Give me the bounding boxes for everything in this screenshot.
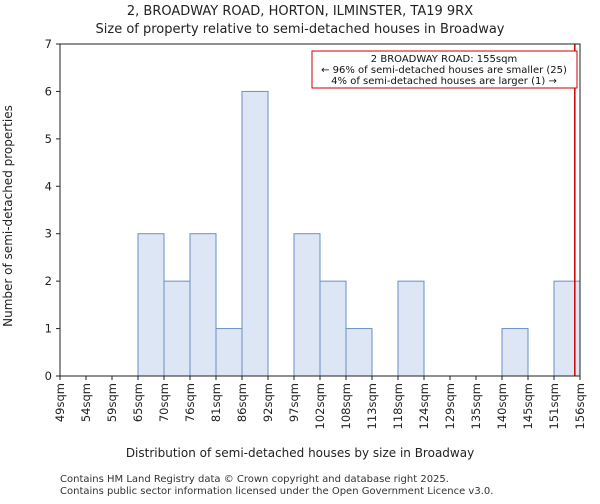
bar-65sqm [137,233,165,377]
x-tick-label: 81sqm [209,383,223,422]
y-axis-label: Number of semi-detached properties [1,105,15,327]
annotation-box: 2 BROADWAY ROAD: 155sqm ← 96% of semi-de… [311,50,578,89]
bar-140sqm [501,328,529,377]
x-tick-label: 113sqm [365,383,379,429]
chart-title: 2, BROADWAY ROAD, HORTON, ILMINSTER, TA1… [127,4,473,19]
annotation-line-2: ← 96% of semi-detached houses are smalle… [321,65,567,76]
footer-line-1: Contains HM Land Registry data © Crown c… [60,474,449,485]
y-tick-label: 5 [45,132,52,146]
bar-81sqm [215,328,243,377]
bar-76sqm [189,233,217,377]
x-tick-label: 102sqm [313,383,327,429]
bar-70sqm [163,280,191,377]
x-axis-label: Distribution of semi-detached houses by … [126,446,474,460]
y-tick-label: 4 [45,179,52,193]
y-tick-label: 3 [45,227,52,241]
x-ticks: 49sqm 54sqm 59sqm 65sqm 70sqm 76sqm 81sqm 86sqm… [53,376,587,429]
x-tick-label: 145sqm [521,383,535,429]
annotation-frame [311,50,578,89]
y-tick-label: 1 [45,322,52,336]
bar-86sqm [241,90,269,377]
footer-line-2: Contains public sector information licen… [60,486,493,497]
chart-subtitle: Size of property relative to semi-detach… [96,22,505,37]
x-tick-label: 97sqm [287,383,301,422]
y-tick-label: 0 [45,369,52,383]
x-tick-label: 135sqm [469,383,483,429]
x-tick-label: 54sqm [79,383,93,422]
x-tick-label: 65sqm [131,383,145,422]
y-ticks: 0 1 2 3 4 5 6 7 [45,37,60,383]
x-tick-label: 76sqm [183,383,197,422]
x-tick-label: 124sqm [417,383,431,429]
x-tick-label: 118sqm [391,383,405,429]
bar-108sqm [345,328,373,377]
annotation-line-3: 4% of semi-detached houses are larger (1… [331,76,557,87]
y-tick-label: 2 [45,274,52,288]
x-tick-label: 151sqm [547,383,561,429]
bar-102sqm [319,280,347,377]
bar-97sqm [293,233,321,377]
x-tick-label: 129sqm [443,383,457,429]
x-tick-label: 59sqm [105,383,119,422]
x-tick-label: 49sqm [53,383,67,422]
x-tick-label: 86sqm [235,383,249,422]
bar-151sqm [553,280,581,377]
bars-layer [137,90,581,377]
y-tick-label: 7 [45,37,52,51]
annotation-line-1: 2 BROADWAY ROAD: 155sqm [371,54,517,65]
x-tick-label: 140sqm [495,383,509,429]
x-tick-label: 156sqm [573,383,587,429]
x-tick-label: 70sqm [157,383,171,422]
y-tick-label: 6 [45,84,52,98]
bar-118sqm [397,280,425,377]
x-tick-label: 108sqm [339,383,353,429]
x-tick-label: 92sqm [261,383,275,422]
